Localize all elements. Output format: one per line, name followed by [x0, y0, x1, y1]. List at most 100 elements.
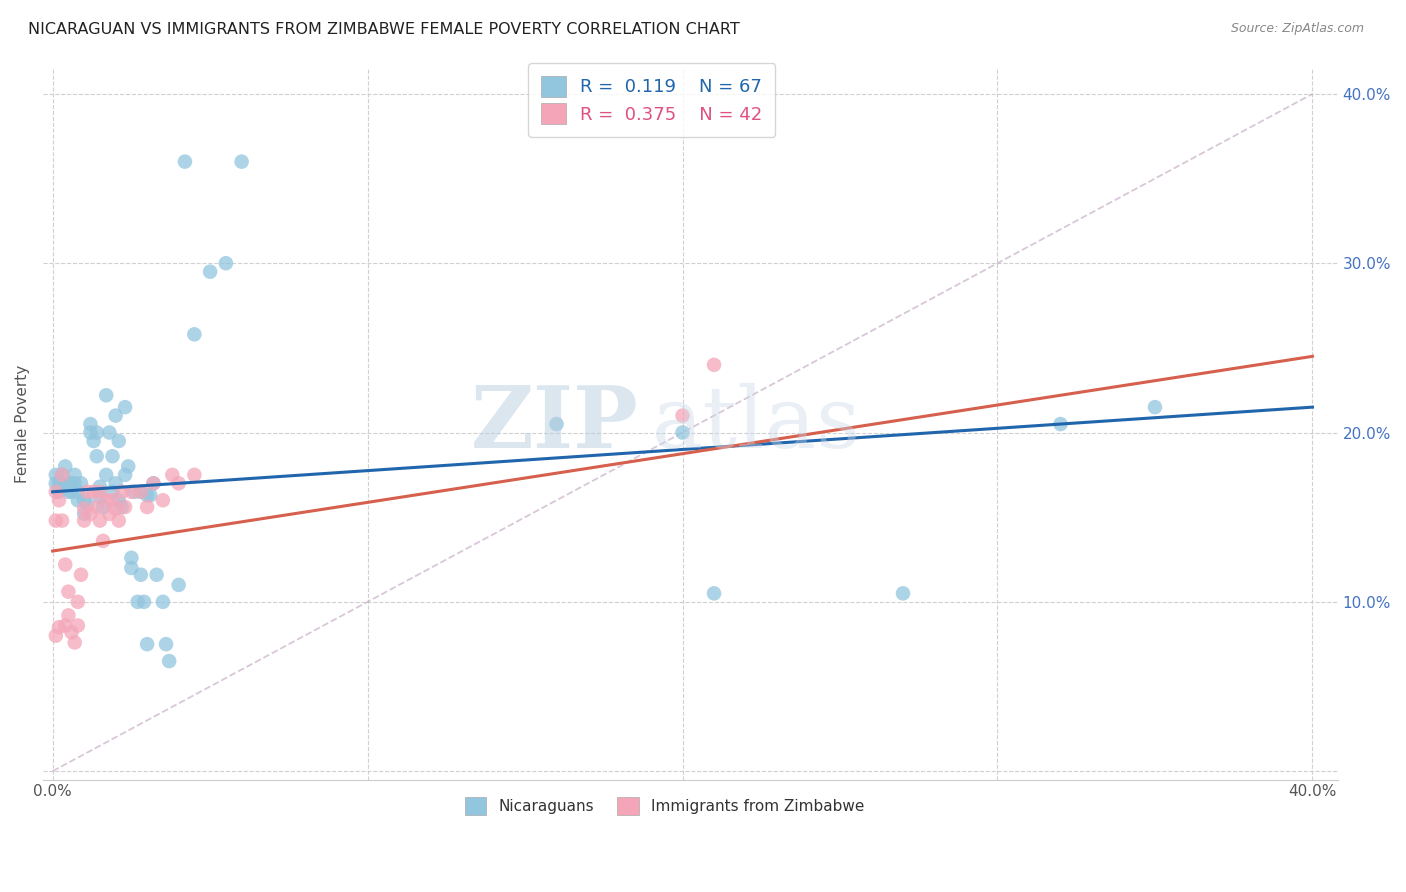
- Point: [114, 500, 136, 514]
- Point: [86, 425, 108, 440]
- Point: [73, 514, 96, 528]
- Point: [129, 484, 152, 499]
- Point: [136, 637, 159, 651]
- Point: [45, 629, 67, 643]
- Point: [73, 493, 96, 508]
- Point: [60, 484, 83, 499]
- Point: [162, 467, 184, 482]
- Point: [98, 507, 121, 521]
- Point: [76, 484, 98, 499]
- Y-axis label: Female Poverty: Female Poverty: [15, 365, 30, 483]
- Point: [136, 500, 159, 514]
- Point: [142, 476, 165, 491]
- Point: [101, 493, 124, 508]
- Point: [117, 459, 139, 474]
- Point: [124, 484, 146, 499]
- Legend: Nicaraguans, Immigrants from Zimbabwe: Nicaraguans, Immigrants from Zimbabwe: [454, 786, 875, 825]
- Point: [152, 595, 174, 609]
- Point: [703, 586, 725, 600]
- Point: [89, 514, 111, 528]
- Point: [45, 476, 67, 491]
- Point: [671, 425, 693, 440]
- Point: [66, 595, 89, 609]
- Point: [63, 467, 86, 482]
- Point: [129, 567, 152, 582]
- Point: [183, 327, 205, 342]
- Point: [53, 618, 76, 632]
- Point: [183, 467, 205, 482]
- Point: [48, 484, 70, 499]
- Text: NICARAGUAN VS IMMIGRANTS FROM ZIMBABWE FEMALE POVERTY CORRELATION CHART: NICARAGUAN VS IMMIGRANTS FROM ZIMBABWE F…: [28, 22, 740, 37]
- Point: [96, 467, 118, 482]
- Point: [79, 507, 101, 521]
- Point: [45, 467, 67, 482]
- Point: [155, 637, 177, 651]
- Text: atlas: atlas: [651, 383, 860, 466]
- Point: [107, 514, 129, 528]
- Point: [198, 265, 221, 279]
- Point: [83, 484, 105, 499]
- Point: [174, 154, 197, 169]
- Point: [45, 514, 67, 528]
- Point: [60, 625, 83, 640]
- Point: [86, 449, 108, 463]
- Point: [167, 476, 190, 491]
- Point: [51, 467, 73, 482]
- Point: [63, 476, 86, 491]
- Point: [91, 500, 114, 514]
- Point: [51, 476, 73, 491]
- Point: [136, 488, 159, 502]
- Point: [104, 476, 127, 491]
- Point: [70, 567, 93, 582]
- Point: [98, 425, 121, 440]
- Point: [114, 467, 136, 482]
- Point: [70, 476, 93, 491]
- Point: [120, 550, 142, 565]
- Point: [703, 358, 725, 372]
- Point: [101, 484, 124, 499]
- Point: [86, 500, 108, 514]
- Point: [73, 507, 96, 521]
- Point: [53, 459, 76, 474]
- Point: [114, 400, 136, 414]
- Text: ZIP: ZIP: [471, 382, 638, 466]
- Point: [111, 484, 134, 499]
- Point: [129, 484, 152, 499]
- Point: [76, 497, 98, 511]
- Point: [58, 484, 80, 499]
- Point: [60, 476, 83, 491]
- Point: [66, 618, 89, 632]
- Point: [48, 620, 70, 634]
- Point: [215, 256, 238, 270]
- Point: [66, 493, 89, 508]
- Point: [107, 493, 129, 508]
- Point: [139, 488, 162, 502]
- Point: [58, 584, 80, 599]
- Point: [152, 493, 174, 508]
- Point: [891, 586, 914, 600]
- Point: [157, 654, 180, 668]
- Point: [1143, 400, 1166, 414]
- Point: [53, 558, 76, 572]
- Point: [73, 501, 96, 516]
- Point: [45, 484, 67, 499]
- Point: [120, 484, 142, 499]
- Point: [89, 480, 111, 494]
- Point: [48, 476, 70, 491]
- Point: [104, 501, 127, 516]
- Point: [167, 578, 190, 592]
- Point: [51, 467, 73, 482]
- Point: [89, 484, 111, 499]
- Point: [89, 490, 111, 504]
- Point: [63, 635, 86, 649]
- Point: [101, 449, 124, 463]
- Point: [83, 434, 105, 448]
- Point: [132, 595, 155, 609]
- Point: [104, 409, 127, 423]
- Point: [96, 388, 118, 402]
- Point: [127, 595, 149, 609]
- Point: [79, 425, 101, 440]
- Point: [142, 476, 165, 491]
- Point: [66, 484, 89, 499]
- Point: [671, 409, 693, 423]
